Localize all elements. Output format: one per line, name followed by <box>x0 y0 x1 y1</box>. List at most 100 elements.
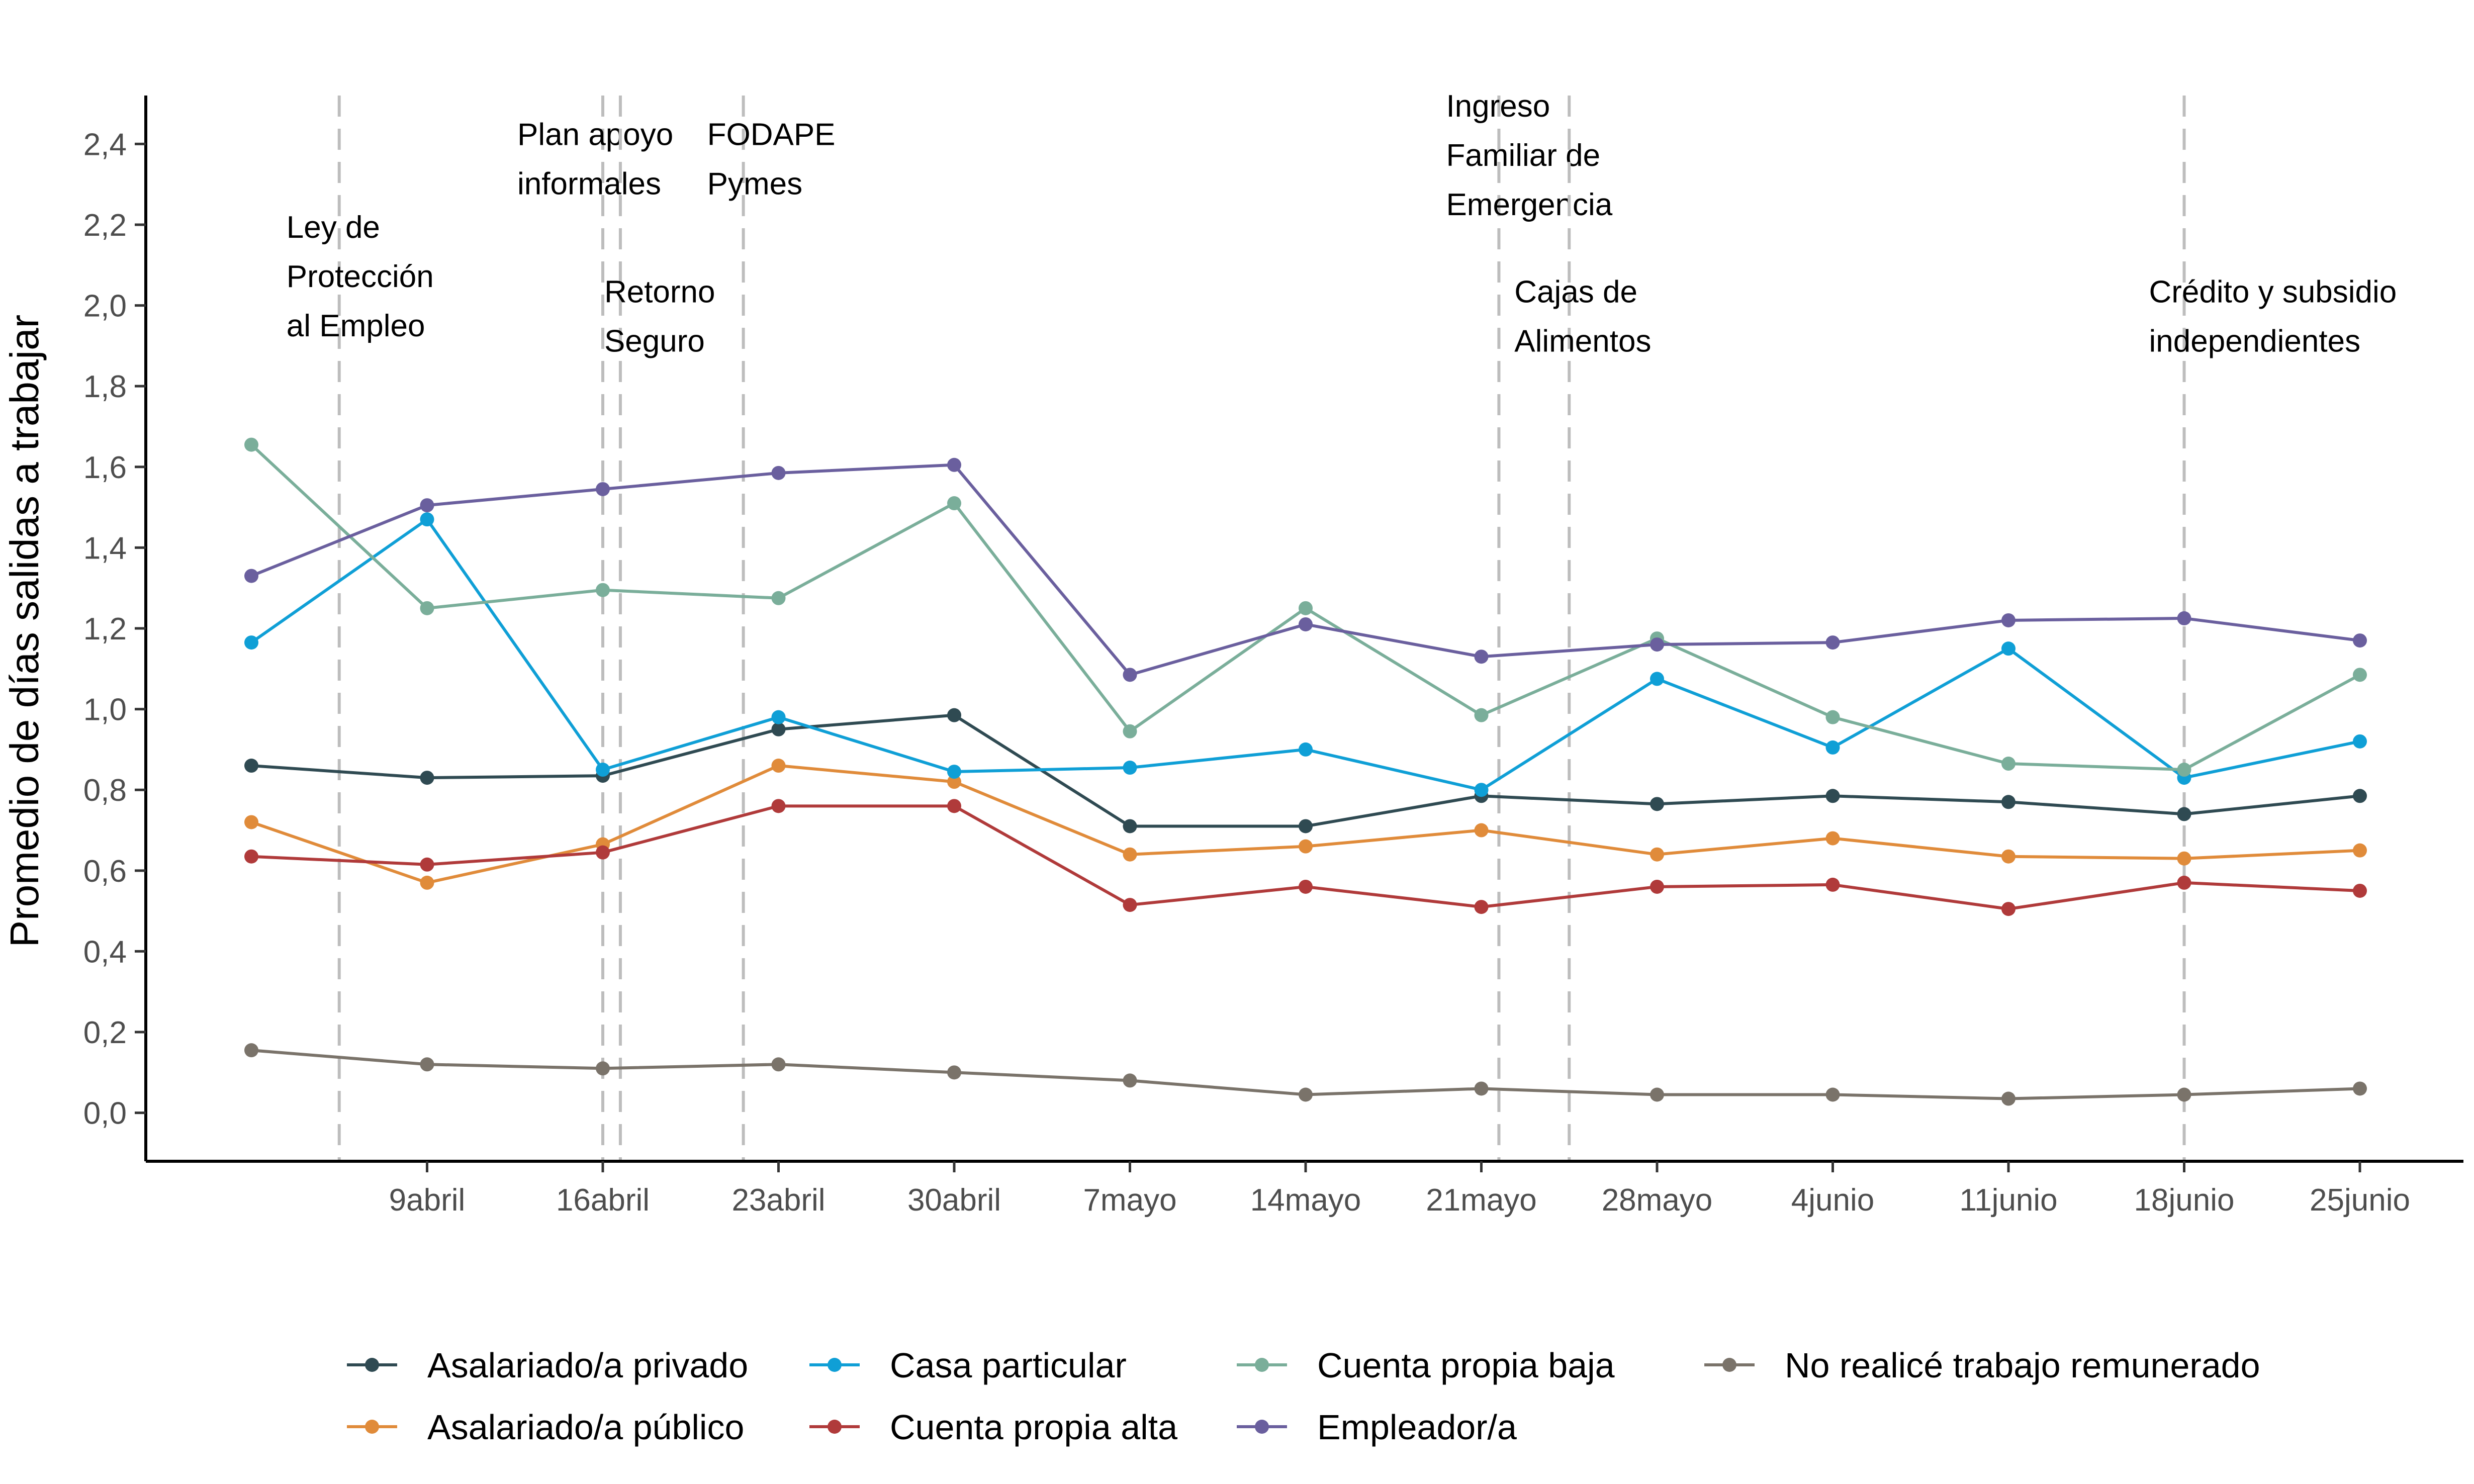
data-point <box>2001 1091 2015 1106</box>
data-point <box>2001 902 2015 916</box>
y-tick-label: 0,8 <box>83 773 127 808</box>
annotation-label: Ley de Protección al Empleo <box>287 210 434 343</box>
annotation-label: Ingreso Familiar de Emergencia <box>1446 89 1612 222</box>
legend-item-cuenta-propia-baja: Cuenta propia baja <box>1237 1346 1615 1385</box>
data-point <box>1474 708 1489 722</box>
data-point <box>2353 633 2367 648</box>
series-line <box>251 713 2360 828</box>
data-point <box>1825 831 1840 846</box>
data-point <box>771 710 786 724</box>
legend-item-asalariado-a-privado: Asalariado/a privado <box>347 1346 748 1385</box>
x-tick-label: 4junio <box>1791 1183 1874 1218</box>
data-point <box>2353 843 2367 858</box>
x-tick-label: 14mayo <box>1250 1183 1361 1218</box>
axes: 0,0 0,2 0,4 0,6 0,8 1,0 1,2 1,4 1,6 1,8 2,0 2,2 2,4 9… <box>2 96 2463 1218</box>
data-point <box>771 1057 786 1072</box>
annotation-line-text: Plan apoyo <box>517 117 673 152</box>
legend-swatch-point <box>365 1420 379 1434</box>
annotation-line-text: Ingreso <box>1446 89 1550 124</box>
legend-label: Cuenta propia baja <box>1317 1346 1615 1385</box>
data-point <box>2001 849 2015 864</box>
legend-swatch-point <box>828 1420 842 1434</box>
annotation-line-text: FODAPE <box>707 117 836 152</box>
data-point <box>947 1065 961 1080</box>
data-point <box>1123 668 1137 682</box>
y-tick-label: 1,2 <box>83 612 127 646</box>
data-point <box>2177 851 2191 866</box>
annotation-label: Plan apoyo informales <box>517 117 673 201</box>
annotation-line-text: independientes <box>2149 324 2361 359</box>
data-point <box>420 498 434 513</box>
data-point <box>596 1061 610 1076</box>
data-point <box>1123 761 1137 775</box>
x-tick-label: 11junio <box>1959 1183 2057 1218</box>
data-point <box>244 635 258 650</box>
annotation-line-text: Ley de <box>287 210 380 245</box>
data-point <box>1825 877 1840 892</box>
data-point <box>771 722 786 736</box>
data-point <box>2001 757 2015 771</box>
data-point <box>2177 807 2191 821</box>
y-tick-label: 0,4 <box>83 935 127 969</box>
data-point <box>420 601 434 615</box>
data-point <box>2001 613 2015 627</box>
x-tick-label: 21mayo <box>1426 1183 1537 1218</box>
data-point <box>1650 879 1664 894</box>
x-tick-label: 25junio <box>2310 1183 2410 1218</box>
data-point <box>2177 763 2191 777</box>
data-point <box>596 763 610 777</box>
data-point <box>2177 875 2191 890</box>
legend-swatch-point <box>828 1358 842 1372</box>
data-point <box>596 845 610 860</box>
data-point <box>596 583 610 597</box>
data-point <box>1299 617 1313 631</box>
data-point <box>947 496 961 511</box>
data-point <box>244 849 258 864</box>
legend-item-asalariado-a-publico: Asalariado/a público <box>347 1408 744 1447</box>
legend-swatch-point <box>1255 1358 1269 1372</box>
x-tick-label: 16abril <box>556 1183 650 1218</box>
data-point <box>1650 847 1664 862</box>
data-point <box>2001 641 2015 656</box>
annotation-line-text: informales <box>517 166 661 201</box>
legend-label: Asalariado/a público <box>427 1408 744 1447</box>
data-point <box>1474 1081 1489 1096</box>
data-point <box>1299 879 1313 894</box>
policy-annotations: Ley de Protección al Empleo Plan apoyo infor… <box>287 89 2397 1161</box>
y-tick-label: 0,0 <box>83 1096 127 1131</box>
data-point <box>1650 1087 1664 1102</box>
series-cuenta-propia-alta <box>244 799 2367 916</box>
x-tick-label: 18junio <box>2134 1183 2235 1218</box>
data-point <box>947 765 961 779</box>
data-point <box>771 799 786 813</box>
data-point <box>244 815 258 829</box>
data-point <box>1474 650 1489 664</box>
series-casa-particular <box>244 512 2367 797</box>
data-point <box>1123 1073 1137 1088</box>
legend-label: No realicé trabajo remunerado <box>1785 1346 2260 1385</box>
data-point <box>1123 847 1137 862</box>
annotation-line-text: Pymes <box>707 166 802 201</box>
data-point <box>1825 635 1840 650</box>
y-axis-title: Promedio de días salidas a trabajar <box>2 315 47 947</box>
x-tick-label: 28mayo <box>1602 1183 1713 1218</box>
annotation-line-text: Crédito y subsidio <box>2149 275 2397 310</box>
data-point <box>420 1057 434 1072</box>
data-point <box>1825 789 1840 803</box>
data-point <box>244 437 258 452</box>
annotation-line-text: Familiar de <box>1446 138 1600 173</box>
annotation-line-text: Emergencia <box>1446 188 1612 222</box>
annotation-line-text: Seguro <box>604 324 705 359</box>
data-point <box>2001 795 2015 809</box>
data-point <box>244 1043 258 1058</box>
legend-label: Empleador/a <box>1317 1408 1517 1447</box>
series-cuenta-propia-baja <box>244 437 2367 777</box>
annotation-line-text: al Empleo <box>287 309 425 343</box>
series-lines <box>244 437 2367 1106</box>
data-point <box>1123 819 1137 833</box>
annotation-label: Crédito y subsidio independientes <box>2149 275 2397 359</box>
annotation-label: Retorno Seguro <box>604 275 715 359</box>
legend-item-cuenta-propia-alta: Cuenta propia alta <box>809 1408 1177 1447</box>
y-tick-label: 2,4 <box>83 127 127 162</box>
data-point <box>420 771 434 785</box>
